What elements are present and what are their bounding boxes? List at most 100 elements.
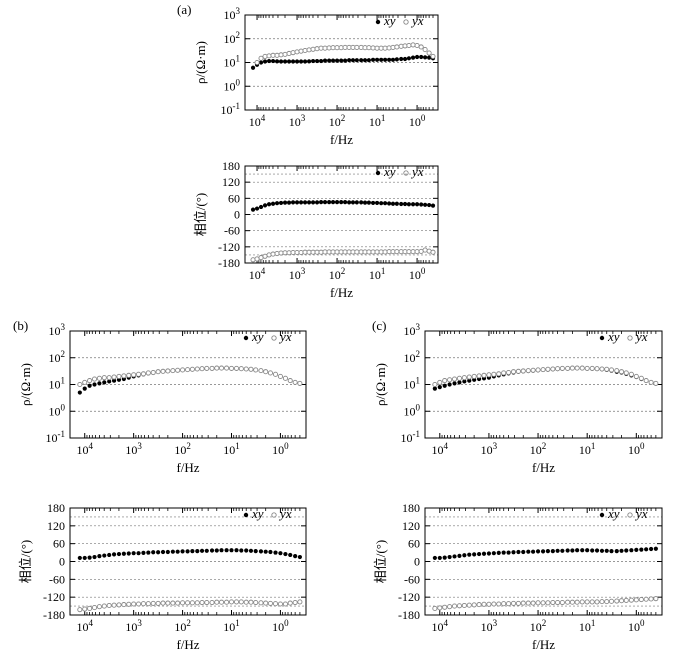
data-point-yx [204, 599, 210, 606]
data-point-yx [253, 367, 259, 373]
y-tick-label: 60 [408, 537, 420, 551]
data-point-xy [354, 58, 359, 63]
data-point-yx [618, 369, 625, 375]
legend-marker-yx [403, 170, 409, 176]
data-point-xy [535, 549, 541, 554]
data-point-yx [354, 249, 360, 255]
data-point-xy [350, 58, 356, 63]
legend: xy yx [375, 164, 424, 179]
x-tick-label: 101 [579, 618, 596, 634]
data-point-yx [447, 604, 453, 610]
data-point-yx [170, 368, 176, 374]
data-point-yx [633, 597, 639, 603]
x-tick-label: 102 [329, 113, 346, 129]
legend-label-xy: xy [251, 329, 264, 344]
data-point-xy [268, 549, 273, 555]
y-axis-label: ρ/(Ω·m) [373, 363, 388, 406]
y-tick-label: -180 [398, 608, 420, 622]
x-tick-label: 102 [329, 266, 346, 282]
y-tick-label: 102 [49, 349, 66, 365]
data-point-xy [87, 555, 92, 560]
data-point-yx [278, 52, 284, 58]
data-point-xy [270, 201, 276, 206]
data-point-yx [277, 373, 283, 379]
data-point-yx [410, 42, 416, 48]
data-point-xy [457, 380, 462, 385]
data-point-yx [628, 371, 634, 377]
y-tick-label: 102 [404, 349, 421, 365]
data-point-yx [608, 598, 615, 604]
data-point-xy [370, 57, 376, 62]
data-point-yx [116, 373, 122, 379]
data-point-xy [92, 382, 97, 387]
data-point-yx [267, 370, 273, 376]
x-axis-label: f/Hz [176, 637, 199, 652]
data-point-xy [486, 551, 492, 556]
y-tick-label: 120 [402, 519, 420, 533]
data-point-yx [165, 600, 171, 606]
data-point-xy [362, 200, 368, 205]
data-point-yx [559, 599, 565, 606]
data-point-xy [262, 203, 268, 208]
data-point-xy [107, 552, 112, 558]
data-point-xy [102, 553, 107, 558]
data-point-yx [555, 599, 561, 606]
data-point-yx [520, 368, 526, 374]
data-point-xy [521, 549, 526, 555]
y-axis-label: 相位/(°) [18, 540, 33, 583]
data-point-yx [574, 365, 580, 371]
data-point-xy [419, 54, 424, 60]
data-point-xy [302, 200, 308, 205]
y-tick-label: 103 [404, 322, 421, 338]
data-point-yx [366, 249, 372, 255]
data-point-yx [648, 596, 654, 602]
data-point-yx [199, 599, 205, 606]
data-point-yx [565, 365, 571, 371]
data-point-xy [318, 58, 324, 64]
series-xy [77, 548, 302, 561]
data-point-yx [451, 376, 458, 382]
data-point-yx [501, 601, 507, 607]
data-point-yx [559, 365, 565, 371]
data-point-xy [306, 200, 312, 205]
data-point-xy [339, 58, 344, 63]
x-tick-label: 103 [481, 618, 498, 634]
x-tick-label: 100 [272, 441, 289, 457]
legend-marker-xy [243, 512, 249, 518]
data-point-yx [131, 601, 137, 607]
data-point-xy [565, 548, 570, 553]
chart-c-rho: 104 103 102 101 100 10-1 100 101 102 103 f/Hz ρ/(Ω·… [372, 318, 663, 475]
data-point-yx [310, 46, 316, 52]
data-point-yx [282, 375, 288, 381]
data-point-xy [359, 200, 364, 205]
data-point-yx [506, 601, 512, 607]
data-point-yx [101, 375, 107, 381]
data-point-yx [496, 601, 502, 607]
data-point-yx [569, 365, 575, 371]
data-point-xy [136, 551, 141, 556]
data-point-xy [472, 552, 477, 557]
y-tick-label: 60 [53, 537, 65, 551]
data-point-xy [414, 202, 420, 207]
data-point-yx [461, 375, 467, 381]
data-point-yx [394, 44, 400, 50]
data-point-xy [402, 56, 408, 62]
data-point-yx [623, 597, 629, 603]
data-point-xy [590, 548, 595, 553]
data-point-xy [250, 207, 256, 212]
data-point-yx [382, 45, 388, 51]
data-point-xy [406, 202, 412, 207]
data-point-xy [342, 200, 348, 205]
data-point-xy [555, 548, 560, 553]
data-point-yx [274, 251, 280, 257]
data-point-yx [550, 366, 556, 372]
legend: xy yx [243, 329, 292, 344]
data-point-yx [175, 600, 181, 606]
data-point-xy [410, 55, 416, 60]
data-point-yx [525, 600, 531, 606]
data-point-yx [87, 605, 93, 612]
data-point-xy [250, 65, 256, 70]
data-point-xy [330, 58, 336, 63]
y-tick-label: 10-1 [401, 429, 421, 445]
